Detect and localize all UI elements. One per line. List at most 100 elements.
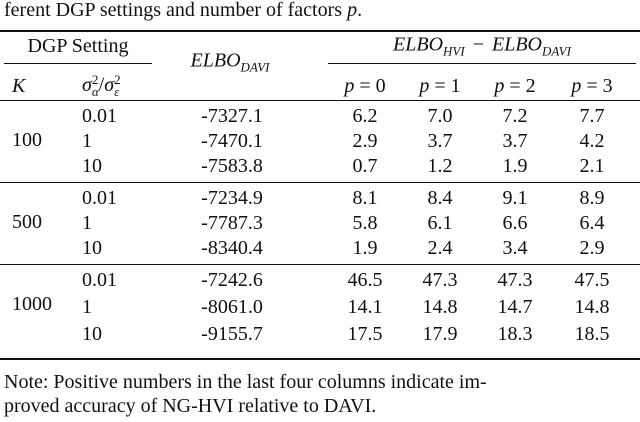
p-value: 0 (375, 75, 386, 97)
diff-cell: 4.2 (579, 130, 605, 152)
math-base: σ (82, 73, 92, 96)
operator: = (509, 75, 521, 97)
subscript: DAVI (542, 43, 571, 59)
p-value: 2 (525, 75, 536, 97)
setting-cell: 10 (82, 155, 102, 177)
group-k: 100 (12, 129, 42, 151)
operator: = (586, 75, 598, 97)
diff-cell: 1.9 (502, 155, 528, 177)
setting-cell: 10 (82, 237, 102, 259)
diff-cell: 17.9 (422, 323, 458, 345)
operator: = (359, 75, 371, 97)
caption-text: ferent DGP settings and number of factor… (4, 0, 348, 21)
diff-cell: 7.0 (427, 105, 453, 127)
diff-cell: 8.1 (352, 187, 378, 209)
p-value: 3 (602, 75, 613, 97)
diff-cell: 8.9 (579, 187, 605, 209)
elbo-cell: -7470.1 (201, 130, 263, 152)
header-ratio: σ 2 α/σ 2 ε (82, 72, 121, 99)
diff-cell: 47.3 (422, 269, 458, 291)
diff-cell: 3.7 (502, 130, 528, 152)
setting-cell: 0.01 (82, 105, 117, 127)
superscript: 2 (114, 72, 121, 87)
header-elbo-davi: ELBODAVI (191, 51, 270, 74)
diff-cell: 3.4 (502, 237, 528, 259)
diff-cell: 14.8 (422, 296, 458, 318)
diff-cell: 46.5 (347, 269, 383, 291)
p-value: 1 (450, 75, 461, 97)
diff-cell: 2.9 (579, 237, 605, 259)
setting-cell: 10 (82, 323, 102, 345)
elbo-cell: -7234.9 (201, 187, 263, 209)
math-base: ELBO (190, 49, 241, 72)
superscript: 2 (91, 72, 99, 87)
elbo-cell: -7327.1 (201, 105, 263, 127)
setting-cell: 0.01 (82, 269, 117, 291)
diff-cell: 2.4 (427, 237, 453, 259)
caption-var: p (347, 0, 358, 21)
caption: ferent DGP settings and number of factor… (4, 0, 362, 20)
math-base: ELBO (492, 33, 542, 56)
group-k: 1000 (12, 293, 52, 315)
note-line: Note: Positive numbers in the last four … (4, 371, 487, 393)
subscript: HVI (443, 43, 465, 59)
elbo-cell: -7787.3 (201, 212, 263, 234)
subscript: ε (114, 84, 120, 99)
group-rule (0, 264, 640, 265)
diff-cell: 6.4 (579, 212, 605, 234)
diff-cell: 18.3 (497, 323, 533, 345)
bottom-rule (0, 358, 640, 360)
operator: / (98, 73, 105, 96)
math-symbol: ELBODAVI (492, 33, 571, 59)
setting-cell: 0.01 (82, 187, 117, 209)
math-base: σ (104, 73, 115, 96)
diff-cell: 3.7 (427, 130, 453, 152)
diff-cell: 47.5 (574, 269, 610, 291)
math-symbol: ELBODAVI (190, 49, 270, 75)
diff-cell: 0.7 (352, 155, 378, 177)
top-rule (0, 30, 640, 32)
header-dgp: DGP Setting (27, 35, 129, 57)
setting-cell: 1 (82, 130, 92, 152)
header-k: K (12, 75, 26, 97)
header-p: p = 0 (344, 76, 385, 96)
diff-cell: 14.1 (347, 296, 383, 318)
diff-cell: 6.6 (502, 212, 528, 234)
cmid-rule (328, 63, 636, 64)
diff-cell: 6.2 (352, 105, 378, 127)
header-difference: ELBOHVI − ELBODAVI (393, 35, 571, 58)
elbo-cell: -7242.6 (201, 269, 263, 291)
diff-cell: 9.1 (502, 187, 528, 209)
diff-cell: 8.4 (427, 187, 453, 209)
diff-cell: 18.5 (574, 323, 610, 345)
diff-cell: 7.7 (579, 105, 605, 127)
subscript: DAVI (240, 59, 270, 75)
note-line: proved accuracy of NG-HVI relative to DA… (4, 395, 377, 417)
math-base: ELBO (393, 33, 444, 56)
diff-cell: 17.5 (347, 323, 383, 345)
group-rule (0, 182, 640, 183)
diff-cell: 1.9 (352, 237, 378, 259)
header-p: p = 3 (571, 76, 612, 96)
p-var: p (494, 75, 505, 97)
diff-cell: 5.8 (352, 212, 378, 234)
diff-cell: 47.3 (497, 269, 533, 291)
elbo-cell: -8061.0 (201, 296, 263, 318)
p-var: p (571, 75, 582, 97)
diff-cell: 14.8 (574, 296, 610, 318)
subscript: α (91, 84, 99, 99)
caption-end: . (357, 0, 363, 21)
setting-cell: 1 (82, 296, 92, 318)
elbo-cell: -8340.4 (201, 237, 263, 259)
diff-cell: 6.1 (427, 212, 453, 234)
diff-cell: 14.7 (497, 296, 533, 318)
p-var: p (344, 75, 355, 97)
elbo-cell: -7583.8 (201, 155, 263, 177)
math-symbol: ELBOHVI (393, 33, 465, 59)
operator: = (434, 75, 446, 97)
